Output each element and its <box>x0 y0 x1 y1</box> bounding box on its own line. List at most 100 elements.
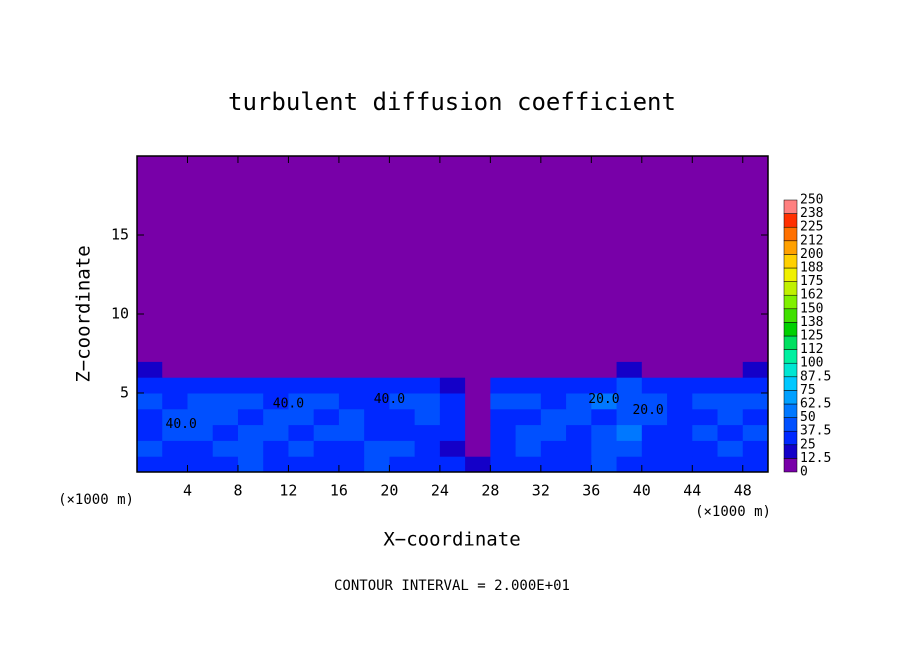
cell <box>717 361 744 378</box>
cell <box>717 156 744 362</box>
cell <box>515 440 542 457</box>
cell <box>364 408 390 426</box>
colorbar-label: 75 <box>800 383 816 398</box>
cell <box>515 408 542 426</box>
cell <box>465 156 491 362</box>
colorbar-label: 238 <box>800 206 823 221</box>
cell <box>641 361 668 378</box>
cell <box>490 361 517 378</box>
cell <box>566 408 592 426</box>
chart-title: turbulent diffusion coefficient <box>228 88 676 116</box>
colorbar-band <box>783 199 798 214</box>
cell <box>338 424 365 441</box>
cell <box>591 440 618 457</box>
colorbar-label: 25 <box>800 437 816 452</box>
x-axis-label: X−coordinate <box>383 529 520 551</box>
cell <box>263 424 289 441</box>
cell <box>162 393 188 410</box>
x-tick-label: 28 <box>481 482 499 500</box>
cell <box>540 377 567 394</box>
footer: CONTOUR INTERVAL = 2.000E+01 <box>334 578 570 594</box>
cell <box>389 408 416 426</box>
cell <box>313 440 340 457</box>
cell <box>162 156 188 362</box>
cell <box>616 156 643 362</box>
cell <box>338 408 365 426</box>
cell <box>187 440 214 457</box>
cell <box>591 456 618 473</box>
cell <box>263 408 289 426</box>
colorbar-band <box>783 376 798 391</box>
x-tick-label: 4 <box>183 482 192 500</box>
colorbar-label: 112 <box>800 342 823 357</box>
cell <box>692 408 719 426</box>
cell <box>591 361 618 378</box>
cell <box>641 393 668 410</box>
cell <box>288 156 315 362</box>
cell <box>439 156 466 362</box>
cell <box>288 456 315 473</box>
cell <box>237 440 264 457</box>
colorbar-band <box>783 281 798 296</box>
cell <box>187 361 214 378</box>
cell <box>187 424 214 441</box>
contour-label: 40.0 <box>166 417 197 432</box>
cell <box>137 456 163 473</box>
colorbar-label: 87.5 <box>800 369 831 384</box>
cell <box>162 361 188 378</box>
cell <box>540 361 567 378</box>
cell <box>364 424 390 441</box>
cell <box>288 393 315 410</box>
cell <box>616 440 643 457</box>
y-tick-label: 10 <box>111 305 129 323</box>
cell <box>237 393 264 410</box>
cell <box>490 424 517 441</box>
cell <box>515 361 542 378</box>
cell <box>692 424 719 441</box>
cell <box>616 393 643 410</box>
cell <box>338 361 365 378</box>
cell <box>692 456 719 473</box>
colorbar-band <box>783 444 798 459</box>
cell <box>667 393 693 410</box>
cell <box>667 440 693 457</box>
cell <box>667 361 693 378</box>
cell <box>566 440 592 457</box>
cell <box>616 408 643 426</box>
cell <box>389 424 416 441</box>
cell <box>313 424 340 441</box>
colorbar-label: 50 <box>800 410 816 425</box>
cell <box>591 424 618 441</box>
x-tick-label: 24 <box>431 482 449 500</box>
cell <box>717 377 744 394</box>
cell <box>162 440 188 457</box>
x-tick-label: 40 <box>633 482 651 500</box>
cell <box>137 408 163 426</box>
cell <box>667 377 693 394</box>
cell <box>566 393 592 410</box>
colorbar-band <box>783 430 798 446</box>
colorbar-label: 12.5 <box>800 451 831 466</box>
x-tick-label: 48 <box>734 482 752 500</box>
colorbar-band <box>783 322 798 337</box>
cell <box>465 456 491 473</box>
cell <box>338 393 365 410</box>
x-tick-label: 12 <box>279 482 297 500</box>
cell <box>490 156 517 362</box>
cell <box>465 424 491 441</box>
cell <box>490 440 517 457</box>
cell <box>641 377 668 394</box>
cell <box>591 408 618 426</box>
colorbar-band <box>783 267 798 282</box>
cell <box>692 393 719 410</box>
x-tick-label: 36 <box>582 482 600 500</box>
cell <box>313 393 340 410</box>
cell <box>212 408 239 426</box>
cell <box>717 393 744 410</box>
cell <box>364 156 390 362</box>
cell <box>364 361 390 378</box>
colorbar-label: 212 <box>800 233 823 248</box>
cell <box>717 440 744 457</box>
cell <box>515 456 542 473</box>
cell <box>742 408 769 426</box>
